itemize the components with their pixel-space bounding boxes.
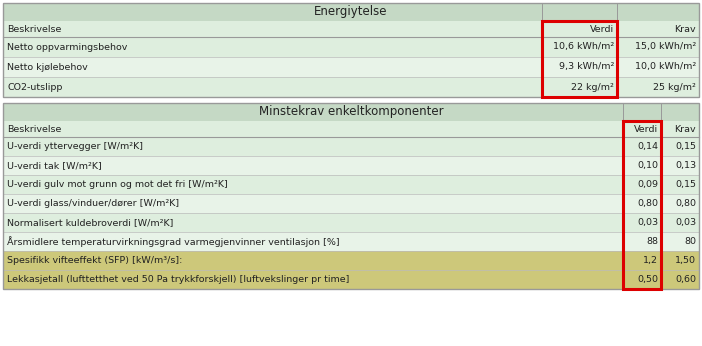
Text: Verdi: Verdi xyxy=(634,125,658,134)
Bar xyxy=(3,137,699,156)
Text: Energiytelse: Energiytelse xyxy=(314,6,388,18)
Bar xyxy=(3,213,699,232)
Text: 1,2: 1,2 xyxy=(643,256,658,265)
Text: 0,15: 0,15 xyxy=(675,180,696,189)
Text: 0,10: 0,10 xyxy=(637,161,658,170)
Bar xyxy=(3,156,699,175)
Bar xyxy=(542,21,617,97)
Text: 0,80: 0,80 xyxy=(637,199,658,208)
Text: Beskrivelse: Beskrivelse xyxy=(7,25,61,34)
Bar xyxy=(3,121,699,137)
Text: 0,03: 0,03 xyxy=(637,218,658,227)
Text: 1,50: 1,50 xyxy=(675,256,696,265)
Text: Spesifikk vifteeffekt (SFP) [kW/m³/s]:: Spesifikk vifteeffekt (SFP) [kW/m³/s]: xyxy=(7,256,183,265)
Text: CO2-utslipp: CO2-utslipp xyxy=(7,82,62,91)
Text: 22 kg/m²: 22 kg/m² xyxy=(571,82,614,91)
Bar xyxy=(3,37,699,57)
Text: 0,15: 0,15 xyxy=(675,142,696,151)
Text: 80: 80 xyxy=(684,237,696,246)
Bar xyxy=(3,57,699,77)
Bar xyxy=(3,103,699,121)
Text: U-verdi gulv mot grunn og mot det fri [W/m²K]: U-verdi gulv mot grunn og mot det fri [W… xyxy=(7,180,227,189)
Text: U-verdi glass/vinduer/dører [W/m²K]: U-verdi glass/vinduer/dører [W/m²K] xyxy=(7,199,179,208)
Text: Netto oppvarmingsbehov: Netto oppvarmingsbehov xyxy=(7,43,127,52)
Text: 10,6 kWh/m²: 10,6 kWh/m² xyxy=(552,43,614,52)
Text: 0,14: 0,14 xyxy=(637,142,658,151)
Text: 0,60: 0,60 xyxy=(675,275,696,284)
Bar xyxy=(623,121,661,289)
Bar xyxy=(3,270,699,289)
Text: 0,80: 0,80 xyxy=(675,199,696,208)
Text: Normalisert kuldebroverdi [W/m²K]: Normalisert kuldebroverdi [W/m²K] xyxy=(7,218,173,227)
Text: 0,50: 0,50 xyxy=(637,275,658,284)
Text: Netto kjølebehov: Netto kjølebehov xyxy=(7,63,88,72)
Text: 0,03: 0,03 xyxy=(675,218,696,227)
Text: Minstekrav enkeltkomponenter: Minstekrav enkeltkomponenter xyxy=(259,106,443,118)
Bar xyxy=(3,103,699,289)
Text: 15,0 kWh/m²: 15,0 kWh/m² xyxy=(635,43,696,52)
Bar xyxy=(3,194,699,213)
Text: 9,3 kWh/m²: 9,3 kWh/m² xyxy=(559,63,614,72)
Text: 0,09: 0,09 xyxy=(637,180,658,189)
Text: Verdi: Verdi xyxy=(590,25,614,34)
Bar xyxy=(3,3,699,21)
Text: Lekkasjetall (lufttetthet ved 50 Pa trykkforskjell) [luftvekslinger pr time]: Lekkasjetall (lufttetthet ved 50 Pa tryk… xyxy=(7,275,350,284)
Text: Årsmidlere temperaturvirkningsgrad varmegjenvinner ventilasjon [%]: Årsmidlere temperaturvirkningsgrad varme… xyxy=(7,236,340,247)
Text: 10,0 kWh/m²: 10,0 kWh/m² xyxy=(635,63,696,72)
Text: Krav: Krav xyxy=(675,125,696,134)
Text: Krav: Krav xyxy=(675,25,696,34)
Text: 0,13: 0,13 xyxy=(675,161,696,170)
Text: 88: 88 xyxy=(646,237,658,246)
Bar xyxy=(3,175,699,194)
Bar xyxy=(3,21,699,37)
Text: Beskrivelse: Beskrivelse xyxy=(7,125,61,134)
Text: U-verdi yttervegger [W/m²K]: U-verdi yttervegger [W/m²K] xyxy=(7,142,143,151)
Bar xyxy=(3,251,699,270)
Bar xyxy=(3,77,699,97)
Bar xyxy=(3,3,699,97)
Bar xyxy=(3,232,699,251)
Text: 25 kg/m²: 25 kg/m² xyxy=(653,82,696,91)
Text: U-verdi tak [W/m²K]: U-verdi tak [W/m²K] xyxy=(7,161,102,170)
